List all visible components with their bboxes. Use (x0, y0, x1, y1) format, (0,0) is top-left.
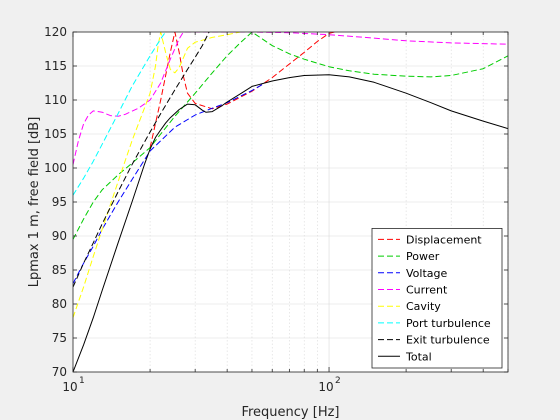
series-line-port-turbulence (73, 32, 167, 196)
y-tick-label: 105 (44, 127, 67, 141)
x-tick-exponent: 2 (335, 376, 341, 386)
y-tick-label: 75 (52, 331, 67, 345)
legend-box (371, 227, 503, 369)
legend-label-port-turbulence: Port turbulence (406, 317, 491, 330)
x-axis-label: Frequency [Hz] (241, 405, 339, 420)
y-tick-label: 80 (52, 297, 67, 311)
series-group (73, 32, 508, 372)
y-tick-label: 90 (52, 229, 67, 243)
y-tick-label: 100 (44, 161, 67, 175)
legend-label-total: Total (405, 350, 432, 363)
legend-label-displacement: Displacement (406, 233, 482, 246)
x-tick-exponent: 1 (79, 376, 85, 386)
x-tick-label: 10 (318, 380, 333, 394)
legend: Displacement Power Voltage Current Cavity Por… (371, 227, 503, 369)
legend-label-exit-turbulence: Exit turbulence (406, 334, 490, 347)
ticks-group (72, 31, 509, 373)
y-tick-label: 85 (52, 263, 67, 277)
series-line-current (73, 32, 508, 165)
y-tick-label: 95 (52, 195, 67, 209)
y-tick-label: 115 (44, 59, 67, 73)
y-tick-label: 110 (44, 93, 67, 107)
x-tick-label: 10 (62, 380, 77, 394)
series-line-cavity (73, 32, 241, 318)
legend-label-current: Current (406, 284, 448, 297)
legend-label-power: Power (406, 250, 440, 263)
series-line-total (73, 74, 508, 372)
series-line-displacement (149, 32, 335, 148)
y-tick-label: 120 (44, 25, 67, 39)
series-line-exit-turbulence (73, 32, 210, 288)
y-tick-label: 70 (52, 365, 67, 379)
legend-label-cavity: Cavity (406, 300, 441, 313)
y-axis-label: Lpmax 1 m, free field [dB] (27, 117, 42, 288)
legend-label-voltage: Voltage (406, 267, 447, 280)
